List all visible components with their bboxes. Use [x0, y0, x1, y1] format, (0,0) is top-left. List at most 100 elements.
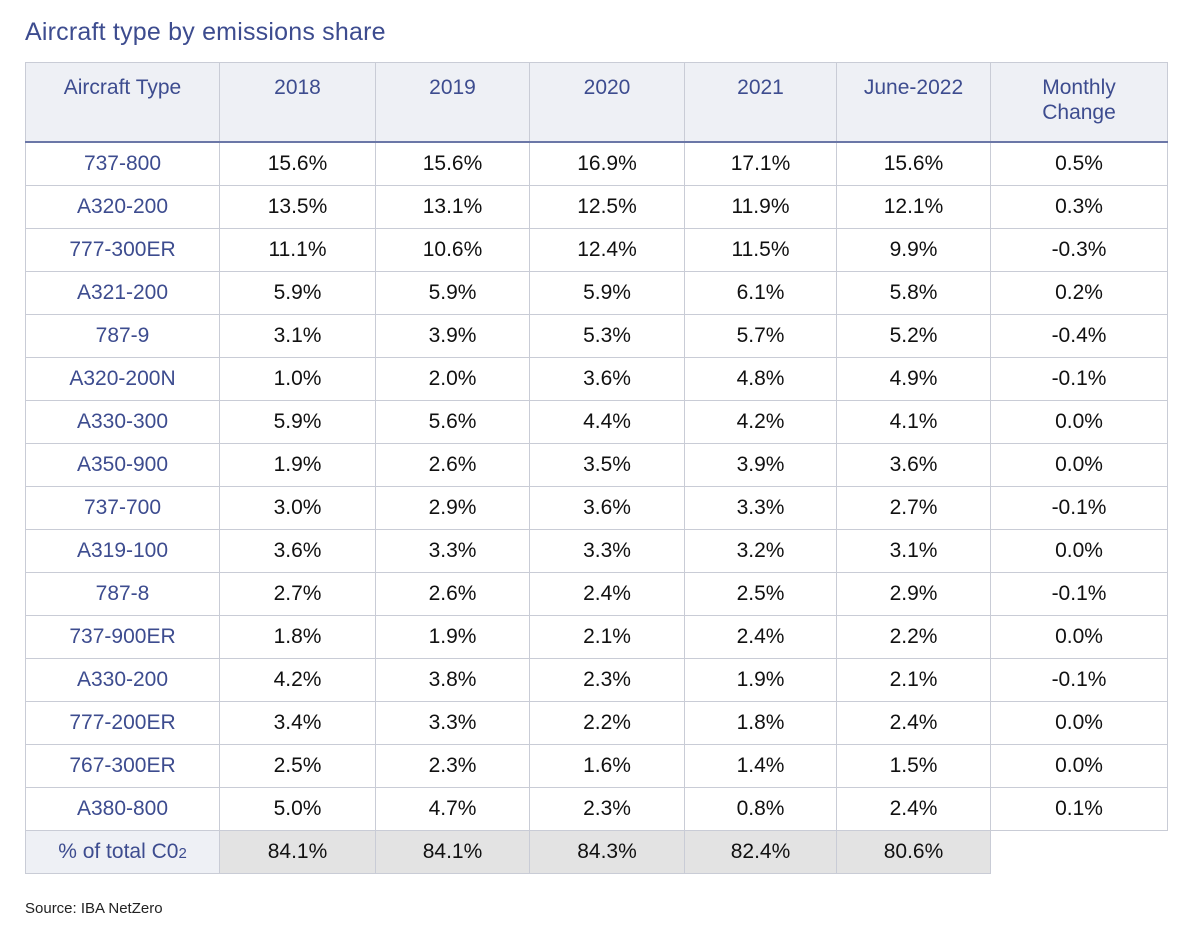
total-value-cell: 84.1% — [219, 830, 376, 874]
value-cell: 11.1% — [219, 228, 376, 272]
table-row: 737-800 15.6% 15.6% 16.9% 17.1% 15.6% 0.5% — [25, 141, 1168, 186]
value-cell: 2.4% — [684, 615, 837, 659]
value-cell: 3.1% — [219, 314, 376, 358]
value-cell: 12.5% — [529, 185, 685, 229]
value-cell: 13.5% — [219, 185, 376, 229]
value-cell: 2.6% — [375, 443, 530, 487]
value-cell: 3.0% — [219, 486, 376, 530]
value-cell: 5.9% — [529, 271, 685, 315]
table-title: Aircraft type by emissions share — [25, 18, 386, 46]
aircraft-type-cell: 777-200ER — [25, 701, 220, 745]
table-row: A320-200N 1.0% 2.0% 3.6% 4.8% 4.9% -0.1% — [25, 357, 1168, 401]
table-header: Aircraft Type 2018 2019 2020 2021 June-2022 Mo… — [25, 62, 1168, 143]
value-cell: 2.2% — [836, 615, 991, 659]
table-row: 737-900ER 1.8% 1.9% 2.1% 2.4% 2.2% 0.0% — [25, 615, 1168, 659]
total-value-cell: 84.3% — [529, 830, 685, 874]
table-row: A330-200 4.2% 3.8% 2.3% 1.9% 2.1% -0.1% — [25, 658, 1168, 702]
value-cell: 0.2% — [990, 271, 1168, 315]
value-cell: 15.6% — [836, 141, 991, 186]
value-cell: 5.9% — [375, 271, 530, 315]
value-cell: 4.8% — [684, 357, 837, 401]
table-row: 777-300ER 11.1% 10.6% 12.4% 11.5% 9.9% -0.3% — [25, 228, 1168, 272]
value-cell: 0.3% — [990, 185, 1168, 229]
value-cell: 4.7% — [375, 787, 530, 831]
table-body: 737-800 15.6% 15.6% 16.9% 17.1% 15.6% 0.5% A320… — [25, 141, 1168, 874]
value-cell: 3.4% — [219, 701, 376, 745]
aircraft-type-cell: A321-200 — [25, 271, 220, 315]
value-cell: 2.3% — [375, 744, 530, 788]
header-row: Aircraft Type 2018 2019 2020 2021 June-2022 Mo… — [25, 62, 1168, 143]
value-cell: 3.6% — [836, 443, 991, 487]
value-cell: 2.1% — [529, 615, 685, 659]
value-cell: 5.7% — [684, 314, 837, 358]
table-row: A350-900 1.9% 2.6% 3.5% 3.9% 3.6% 0.0% — [25, 443, 1168, 487]
column-header: 2020 — [529, 62, 685, 143]
value-cell: 2.6% — [375, 572, 530, 616]
value-cell: -0.3% — [990, 228, 1168, 272]
total-value-cell: 80.6% — [836, 830, 991, 874]
value-cell: 4.9% — [836, 357, 991, 401]
value-cell: -0.1% — [990, 486, 1168, 530]
value-cell: 1.9% — [375, 615, 530, 659]
value-cell: 11.9% — [684, 185, 837, 229]
aircraft-type-cell: 777-300ER — [25, 228, 220, 272]
aircraft-type-cell: A320-200N — [25, 357, 220, 401]
total-label-subscript: 2 — [178, 845, 187, 862]
value-cell: 3.3% — [375, 529, 530, 573]
empty-cell — [990, 830, 1168, 874]
value-cell: 17.1% — [684, 141, 837, 186]
column-header-aircraft-type: Aircraft Type — [25, 62, 220, 143]
aircraft-type-cell: 737-800 — [25, 141, 220, 186]
aircraft-type-cell: 737-700 — [25, 486, 220, 530]
total-value-cell: 82.4% — [684, 830, 837, 874]
value-cell: 4.1% — [836, 400, 991, 444]
value-cell: 0.1% — [990, 787, 1168, 831]
value-cell: 1.8% — [684, 701, 837, 745]
value-cell: 3.3% — [375, 701, 530, 745]
aircraft-type-cell: A350-900 — [25, 443, 220, 487]
value-cell: 2.9% — [375, 486, 530, 530]
value-cell: 1.9% — [219, 443, 376, 487]
value-cell: 3.6% — [219, 529, 376, 573]
value-cell: 0.0% — [990, 400, 1168, 444]
value-cell: 0.0% — [990, 701, 1168, 745]
value-cell: 2.2% — [529, 701, 685, 745]
value-cell: 3.6% — [529, 486, 685, 530]
aircraft-type-cell: 767-300ER — [25, 744, 220, 788]
value-cell: 5.0% — [219, 787, 376, 831]
total-label-main: % of total C0 — [58, 840, 179, 863]
value-cell: 12.1% — [836, 185, 991, 229]
value-cell: 0.0% — [990, 529, 1168, 573]
aircraft-type-cell: A319-100 — [25, 529, 220, 573]
table-row: 787-9 3.1% 3.9% 5.3% 5.7% 5.2% -0.4% — [25, 314, 1168, 358]
value-cell: 3.9% — [684, 443, 837, 487]
value-cell: 5.9% — [219, 400, 376, 444]
value-cell: 1.6% — [529, 744, 685, 788]
value-cell: 15.6% — [219, 141, 376, 186]
value-cell: 0.5% — [990, 141, 1168, 186]
table-row: 737-700 3.0% 2.9% 3.6% 3.3% 2.7% -0.1% — [25, 486, 1168, 530]
value-cell: 9.9% — [836, 228, 991, 272]
value-cell: 11.5% — [684, 228, 837, 272]
value-cell: 10.6% — [375, 228, 530, 272]
value-cell: 2.4% — [836, 701, 991, 745]
aircraft-type-cell: A320-200 — [25, 185, 220, 229]
table-row: 767-300ER 2.5% 2.3% 1.6% 1.4% 1.5% 0.0% — [25, 744, 1168, 788]
aircraft-type-cell: 737-900ER — [25, 615, 220, 659]
value-cell: 5.3% — [529, 314, 685, 358]
column-header: June-2022 — [836, 62, 991, 143]
table-row: A320-200 13.5% 13.1% 12.5% 11.9% 12.1% 0.3% — [25, 185, 1168, 229]
value-cell: 3.1% — [836, 529, 991, 573]
value-cell: 4.2% — [684, 400, 837, 444]
table-row: 787-8 2.7% 2.6% 2.4% 2.5% 2.9% -0.1% — [25, 572, 1168, 616]
value-cell: 1.4% — [684, 744, 837, 788]
value-cell: -0.1% — [990, 357, 1168, 401]
total-value-cell: 84.1% — [375, 830, 530, 874]
value-cell: 4.4% — [529, 400, 685, 444]
aircraft-type-cell: A330-200 — [25, 658, 220, 702]
value-cell: 3.8% — [375, 658, 530, 702]
value-cell: 3.5% — [529, 443, 685, 487]
value-cell: -0.1% — [990, 572, 1168, 616]
value-cell: -0.1% — [990, 658, 1168, 702]
value-cell: 6.1% — [684, 271, 837, 315]
